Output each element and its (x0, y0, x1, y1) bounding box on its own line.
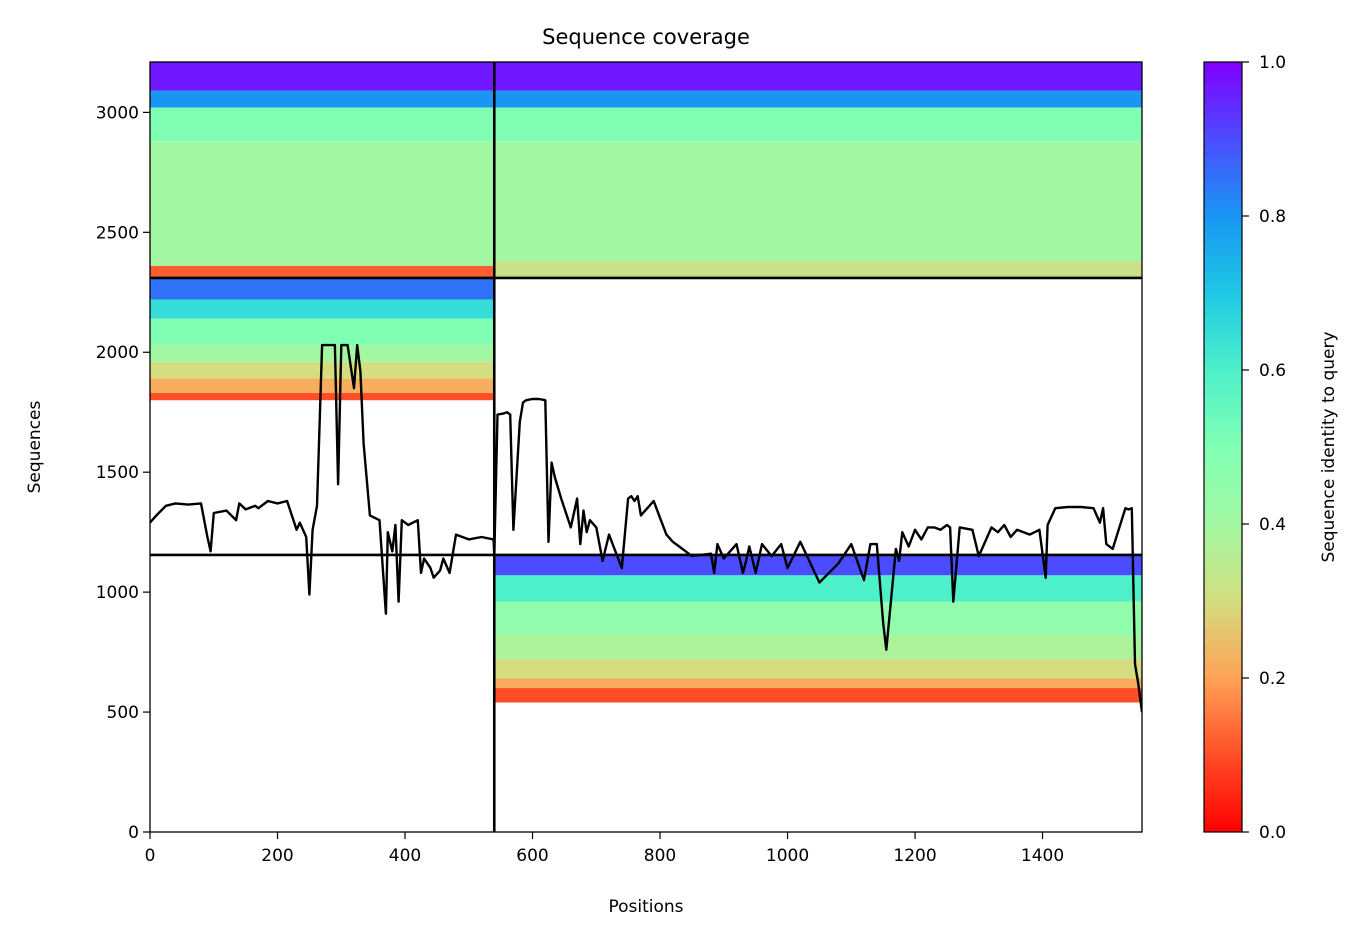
y-tick-label: 500 (107, 703, 139, 723)
identity-band (494, 62, 1142, 91)
identity-band (494, 261, 1142, 278)
x-axis-label: Positions (608, 897, 683, 917)
msa-block (150, 277, 495, 401)
identity-band (494, 635, 1142, 660)
x-tick-label: 1400 (1021, 846, 1064, 866)
colorbar-tick-label: 0.6 (1259, 361, 1286, 381)
msa-block (494, 554, 1142, 703)
plot-area (150, 62, 1142, 832)
identity-band (494, 688, 1142, 703)
x-tick-label: 600 (516, 846, 548, 866)
identity-band (494, 601, 1142, 636)
identity-band (150, 378, 495, 394)
plot-frame (149, 61, 1143, 833)
x-axis: 0 200 400 600 800 1000 1200 1400 (145, 832, 1064, 866)
identity-band (494, 141, 1142, 262)
colorbar-tick-label: 0.4 (1259, 515, 1286, 535)
identity-band (150, 277, 495, 300)
colorbar-ticks: 0.0 0.2 0.4 0.6 0.8 1.0 (1242, 53, 1286, 843)
x-tick-label: 0 (145, 846, 156, 866)
identity-band (150, 90, 495, 108)
msa-block (494, 62, 1142, 278)
identity-band (494, 659, 1142, 679)
x-tick-label: 200 (261, 846, 293, 866)
msa-block (150, 62, 495, 278)
identity-band (494, 678, 1142, 689)
identity-band (494, 107, 1142, 142)
identity-band (494, 554, 1142, 576)
identity-band (494, 90, 1142, 108)
colorbar-tick-label: 0.0 (1259, 823, 1286, 843)
identity-band (150, 265, 495, 278)
identity-band (150, 107, 495, 142)
identity-band (150, 299, 495, 319)
identity-band (150, 318, 495, 346)
x-tick-label: 800 (644, 846, 676, 866)
x-tick-label: 1200 (893, 846, 936, 866)
colorbar-tick-label: 0.2 (1259, 669, 1286, 689)
chart-title: Sequence coverage (542, 25, 750, 49)
y-tick-label: 2000 (96, 343, 139, 363)
colorbar-label: Sequence identity to query (1319, 331, 1339, 562)
identity-band (150, 141, 495, 266)
identity-band (150, 393, 495, 401)
identity-band (150, 62, 495, 91)
y-tick-label: 2500 (96, 223, 139, 243)
y-tick-label: 0 (128, 823, 139, 843)
colorbar: 0.0 0.2 0.4 0.6 0.8 1.0 Sequence identity to … (1203, 53, 1339, 843)
y-axis-label: Sequences (25, 401, 45, 494)
y-axis: 0 500 1000 1500 2000 2500 3000 (96, 103, 150, 843)
x-tick-label: 400 (389, 846, 421, 866)
y-tick-label: 3000 (96, 103, 139, 123)
y-tick-label: 1000 (96, 583, 139, 603)
colorbar-gradient (1203, 61, 1243, 833)
colorbar-tick-label: 0.8 (1259, 207, 1286, 227)
coverage-line (150, 343, 1142, 713)
x-tick-label: 1000 (766, 846, 809, 866)
y-tick-label: 1500 (96, 463, 139, 483)
colorbar-tick-label: 1.0 (1259, 53, 1286, 73)
